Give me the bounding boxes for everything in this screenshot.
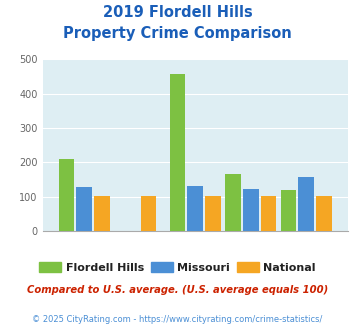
Bar — [299, 177, 314, 231]
Bar — [187, 186, 203, 231]
Bar — [170, 74, 185, 231]
Bar — [316, 196, 332, 231]
Bar — [59, 159, 74, 231]
Text: Compared to U.S. average. (U.S. average equals 100): Compared to U.S. average. (U.S. average … — [27, 285, 328, 295]
Legend: Flordell Hills, Missouri, National: Flordell Hills, Missouri, National — [35, 258, 320, 278]
Bar — [243, 189, 258, 231]
Text: © 2025 CityRating.com - https://www.cityrating.com/crime-statistics/: © 2025 CityRating.com - https://www.city… — [32, 315, 323, 324]
Bar — [261, 196, 276, 231]
Text: Property Crime Comparison: Property Crime Comparison — [63, 26, 292, 41]
Bar — [141, 196, 157, 231]
Bar — [225, 174, 241, 231]
Bar — [281, 190, 296, 231]
Bar — [76, 187, 92, 231]
Text: 2019 Flordell Hills: 2019 Flordell Hills — [103, 5, 252, 20]
Bar — [94, 196, 110, 231]
Bar — [205, 196, 221, 231]
